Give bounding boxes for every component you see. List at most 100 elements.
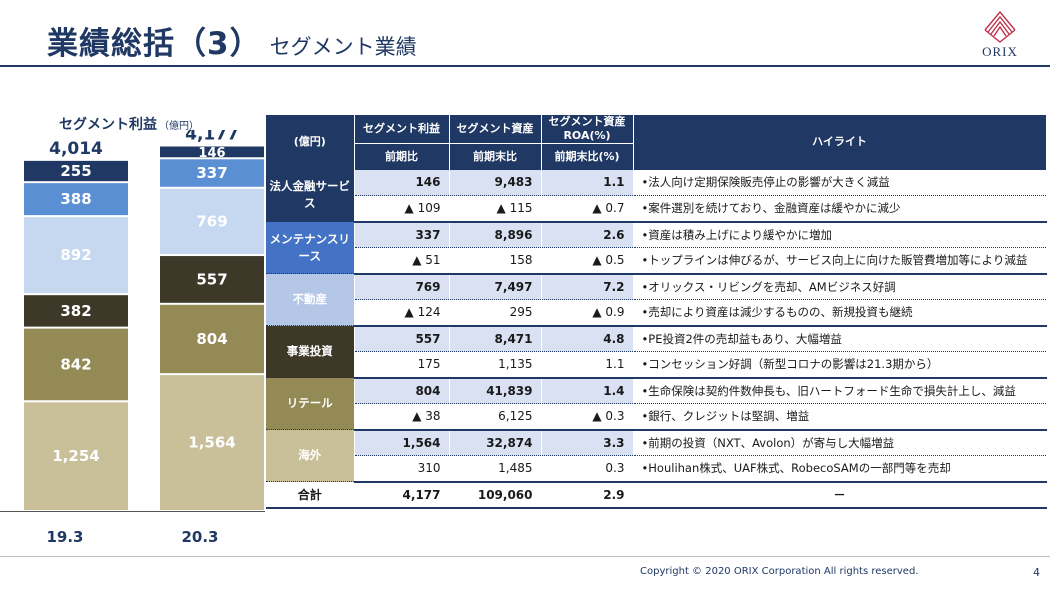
bar-value-label: 388 (60, 190, 91, 208)
assets-change-cell: 295 (449, 299, 542, 327)
bar-segment (160, 188, 264, 255)
table-row: 不動産 769 7,497 7.2 •オリックス・リビングを売却、AMビジネス好調 (266, 273, 1047, 326)
table-row: 310 1,485 0.3 •Houlihan株式、UAF株式、RobecoSAMの一… (266, 455, 1047, 483)
total-label: 合計 (266, 481, 355, 509)
copyright-text: Copyright © 2020 ORIX Corporation All ri… (640, 566, 919, 577)
bar-segment (24, 217, 128, 294)
highlight-cell: •案件選別を続けており、金融資産は緩やかに減少 (633, 195, 1047, 223)
table-row: 法人金融サービス 146 9,483 1.1 •法人向け定期保険販売停止の影響が大きく減… (266, 169, 1047, 222)
title-divider (0, 65, 1050, 67)
bar-value-label: 804 (196, 330, 227, 348)
table-row: ▲ 124 295 ▲ 0.9 •売却により資産は減少するものの、新規投資も継続 (266, 299, 1047, 327)
highlight-cell: •銀行、クレジットは堅調、増益 (633, 403, 1047, 431)
bar-segment (24, 295, 128, 327)
bar-segment (24, 183, 128, 216)
bar-segment (160, 146, 264, 158)
segment-table: (億円) セグメント利益 セグメント資産 セグメント資産ROA(%) ハイライト… (266, 115, 1047, 509)
highlight-cell: •PE投資2件の売却益もあり、大幅増益 (633, 325, 1047, 352)
chart-unit: （億円） (159, 121, 199, 132)
assets-cell: 8,896 (449, 221, 542, 248)
table-row: ▲ 38 6,125 ▲ 0.3 •銀行、クレジットは堅調、増益 (266, 403, 1047, 431)
bar-value-label: 255 (60, 162, 91, 180)
x-tick-label-19-3: 19.3 (46, 528, 84, 546)
segment-label: 海外 (266, 429, 355, 482)
roa-cell: 1.1 (541, 169, 634, 196)
profit-cell: 557 (354, 325, 450, 352)
highlight-cell: •法人向け定期保険販売停止の影響が大きく減益 (633, 169, 1047, 196)
bar-value-label: 146 (198, 146, 225, 161)
assets-change-cell: 158 (449, 247, 542, 275)
profit-change-cell: 175 (354, 351, 450, 379)
bar-value-label: 337 (196, 164, 227, 182)
segment-label: 法人金融サービス (266, 169, 355, 222)
header-roa: セグメント資産ROA(%) (541, 115, 634, 144)
profit-cell: 804 (354, 377, 450, 404)
assets-cell: 41,839 (449, 377, 542, 404)
subheader-roa: 前期末比(%) (541, 143, 634, 170)
bar-segment (24, 402, 128, 510)
segment-label: 不動産 (266, 273, 355, 326)
table-row: ▲ 109 ▲ 115 ▲ 0.7 •案件選別を続けており、金融資産は緩やかに減少 (266, 195, 1047, 223)
highlight-cell: •資産は積み上げにより緩やかに増加 (633, 221, 1047, 248)
bar-value-label: 769 (196, 212, 227, 230)
segment-label: メンテナンスリース (266, 221, 355, 274)
profit-cell: 769 (354, 273, 450, 300)
roa-cell: 4.8 (541, 325, 634, 352)
profit-cell: 337 (354, 221, 450, 248)
total-roa-cell: 2.9 (541, 481, 634, 509)
bar-value-label: 557 (196, 270, 227, 288)
title-main: 業績総括（3） (47, 26, 262, 62)
profit-change-cell: ▲ 38 (354, 403, 450, 431)
title-sub: セグメント業績 (269, 35, 417, 59)
table-row: 事業投資 557 8,471 4.8 •PE投資2件の売却益もあり、大幅増益 (266, 325, 1047, 378)
profit-change-cell: ▲ 109 (354, 195, 450, 223)
header-assets: セグメント資産 (449, 115, 542, 144)
x-tick-label-20-3: 20.3 (181, 528, 219, 546)
bar-total-label: 4,014 (49, 139, 103, 159)
assets-change-cell: 6,125 (449, 403, 542, 431)
header-corner: (億円) (266, 115, 355, 170)
page-number: 4 (1033, 566, 1040, 579)
table-body: 法人金融サービス 146 9,483 1.1 •法人向け定期保険販売停止の影響が大きく減… (266, 169, 1047, 509)
table-header-row: (億円) セグメント利益 セグメント資産 セグメント資産ROA(%) ハイライト (266, 115, 1047, 170)
segment-label: リテール (266, 377, 355, 430)
footer-divider (0, 556, 1050, 557)
profit-cell: 146 (354, 169, 450, 196)
roa-cell: 3.3 (541, 429, 634, 456)
bar-value-label: 892 (60, 246, 91, 264)
assets-change-cell: 1,135 (449, 351, 542, 379)
bar-total-label: 4,177 (185, 130, 239, 145)
table-row: リテール 804 41,839 1.4 •生命保険は契約件数伸長も、旧ハートフォード生命… (266, 377, 1047, 430)
highlight-cell: •前期の投資（NXT、Avolon）が寄与し大幅増益 (633, 429, 1047, 456)
orix-logo-mark-icon (984, 10, 1016, 43)
assets-cell: 7,497 (449, 273, 542, 300)
bar-value-label: 382 (60, 302, 91, 320)
highlight-cell: •Houlihan株式、UAF株式、RobecoSAMの一部門等を売却 (633, 455, 1047, 483)
roa-change-cell: ▲ 0.5 (541, 247, 634, 275)
bar-segment (160, 304, 264, 374)
total-assets-cell: 109,060 (449, 481, 542, 509)
total-highlight-cell: － (633, 481, 1047, 509)
roa-change-cell: 0.3 (541, 455, 634, 483)
bar-segment (24, 160, 128, 182)
roa-cell: 1.4 (541, 377, 634, 404)
header-highlight: ハイライト (633, 115, 1047, 170)
roa-change-cell: 1.1 (541, 351, 634, 379)
profit-cell: 1,564 (354, 429, 450, 456)
page-title: 業績総括（3） セグメント業績 (47, 18, 417, 63)
bar-value-label: 1,564 (188, 434, 235, 452)
assets-cell: 32,874 (449, 429, 542, 456)
table-subheader-row: 前期比 前期末比 前期末比(%) (266, 143, 1046, 170)
chart-title-text: セグメント利益 (59, 117, 157, 133)
highlight-cell: •オリックス・リビングを売却、AMビジネス好調 (633, 273, 1047, 300)
segment-label: 事業投資 (266, 325, 355, 378)
bar-segment (160, 256, 264, 303)
table-row: 海外 1,564 32,874 3.3 •前期の投資（NXT、Avolon）が寄与し大幅… (266, 429, 1047, 482)
bar-segment (160, 159, 264, 187)
table-row: 175 1,135 1.1 •コンセッション好調（新型コロナの影響は21.3期から） (266, 351, 1047, 379)
assets-change-cell: 1,485 (449, 455, 542, 483)
table-row: メンテナンスリース 337 8,896 2.6 •資産は積み上げにより緩やかに増加 (266, 221, 1047, 274)
chart-title: セグメント利益 （億円） (59, 114, 199, 134)
roa-cell: 2.6 (541, 221, 634, 248)
roa-change-cell: ▲ 0.3 (541, 403, 634, 431)
